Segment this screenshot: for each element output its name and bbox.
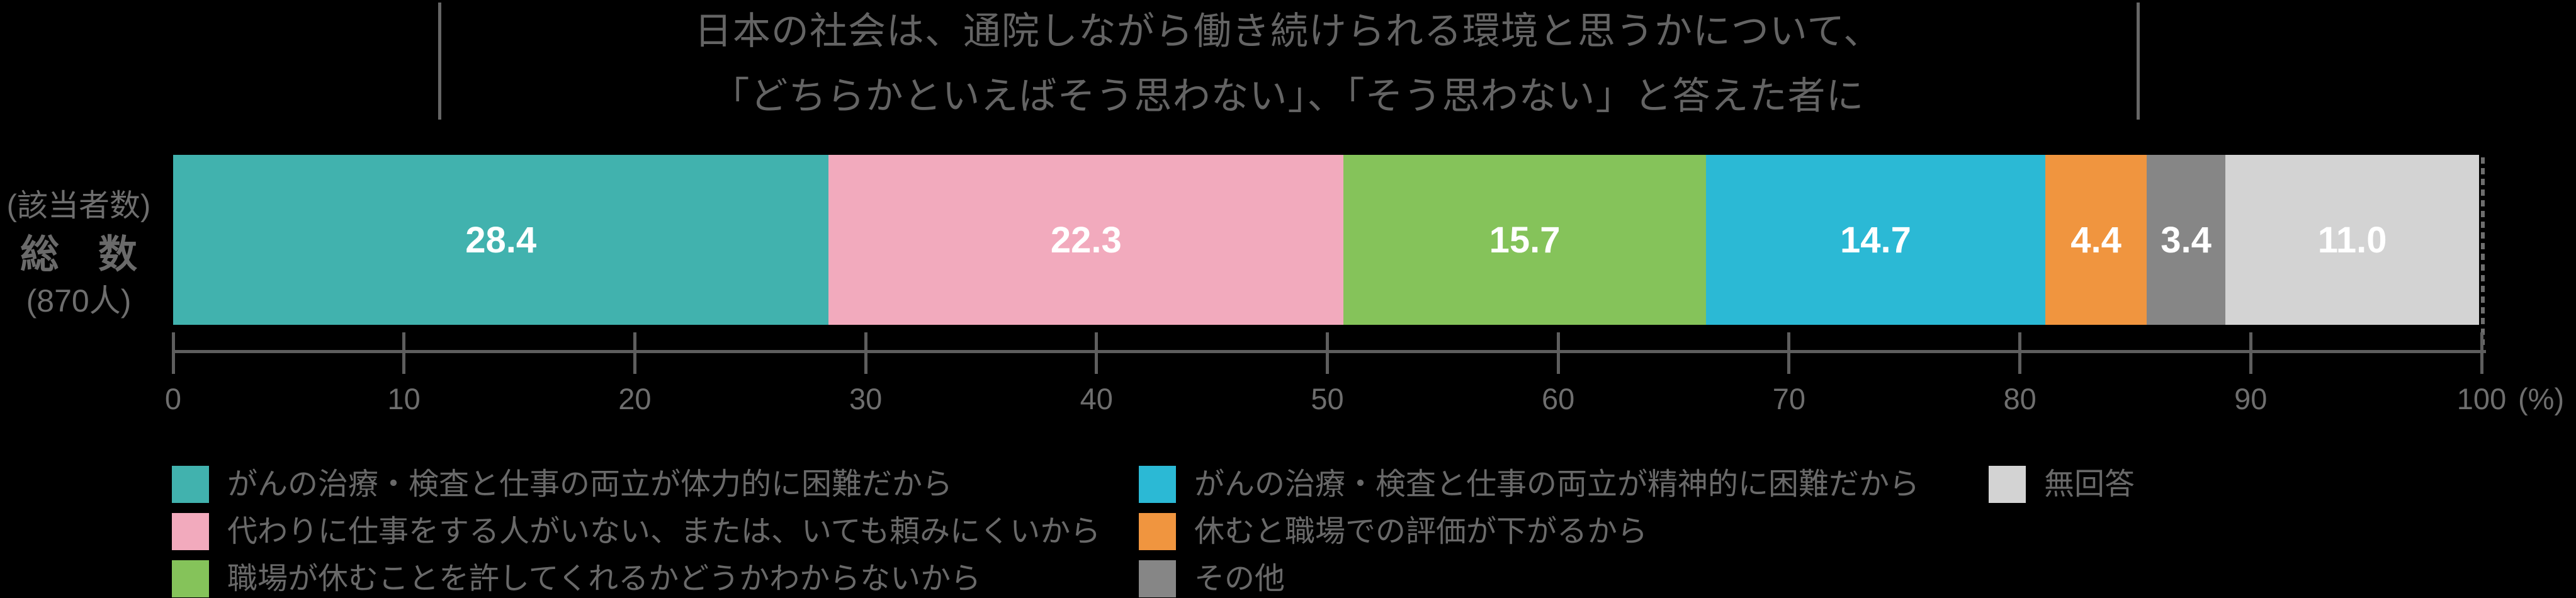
segment-value-label: 15.7 bbox=[1489, 219, 1561, 261]
segment-value-label: 3.4 bbox=[2161, 219, 2212, 261]
legend-label: 代わりに仕事をする人がいない、または、いても頼みにくいから bbox=[227, 515, 1101, 548]
segment-value-label: 11.0 bbox=[2317, 219, 2387, 261]
legend-item: がんの治療・検査と仕事の両立が精神的に困難だから bbox=[1139, 466, 1919, 503]
legend-label: 職場が休むことを許してくれるかどうかわからないから bbox=[227, 562, 981, 595]
legend-swatch-teal bbox=[172, 466, 209, 503]
stacked-bar: 28.4 22.3 15.7 14.7 4.4 3.4 11.0 bbox=[173, 155, 2480, 325]
x-axis-tick bbox=[633, 332, 636, 374]
x-axis-tick-label: 30 bbox=[849, 382, 883, 415]
x-axis-tick-label: 40 bbox=[1080, 382, 1113, 415]
x-axis-tick-label: 100 bbox=[2456, 382, 2507, 415]
legend-label: 無回答 bbox=[2044, 468, 2135, 501]
legend-swatch-lightgray bbox=[1989, 466, 2026, 503]
x-axis-tick bbox=[2480, 332, 2483, 374]
x-axis-tick-label: 70 bbox=[1772, 382, 1806, 415]
x-axis-tick-label: 10 bbox=[387, 382, 421, 415]
x-axis-tick-label: 20 bbox=[618, 382, 652, 415]
x-axis-tick-label: 80 bbox=[2003, 382, 2037, 415]
x-axis-tick-label: 50 bbox=[1311, 382, 1344, 415]
x-axis-tick-label: 90 bbox=[2234, 382, 2268, 415]
row-header-category: 総 数 bbox=[20, 233, 137, 276]
hundred-percent-guideline bbox=[2481, 157, 2485, 345]
legend-label: その他 bbox=[1194, 562, 1285, 595]
x-axis-tick bbox=[171, 332, 175, 374]
bar-segment: 4.4 bbox=[2045, 155, 2147, 325]
legend-swatch-green bbox=[172, 560, 209, 597]
x-axis-tick bbox=[864, 332, 867, 374]
bar-segment: 11.0 bbox=[2225, 155, 2480, 325]
legend-swatch-cyan bbox=[1139, 466, 1176, 503]
x-axis-tick bbox=[1095, 332, 1099, 374]
x-axis-tick bbox=[2018, 332, 2022, 374]
segment-value-label: 14.7 bbox=[1839, 219, 1911, 261]
segment-value-label: 22.3 bbox=[1050, 219, 1122, 261]
x-axis-tick bbox=[2249, 332, 2252, 374]
legend-item: がんの治療・検査と仕事の両立が体力的に困難だから bbox=[172, 466, 952, 503]
bar-segment: 28.4 bbox=[173, 155, 829, 325]
x-axis-tick bbox=[1326, 332, 1329, 374]
legend-swatch-gray bbox=[1139, 560, 1176, 597]
legend-label: 休むと職場での評価が下がるから bbox=[1194, 515, 1648, 548]
segment-value-label: 4.4 bbox=[2070, 219, 2121, 261]
legend-swatch-orange bbox=[1139, 513, 1176, 550]
title-bracket-right bbox=[2137, 3, 2140, 120]
legend-item: 無回答 bbox=[1989, 466, 2135, 503]
row-header-count: (870人) bbox=[26, 283, 132, 319]
row-header-caption: (該当者数) bbox=[6, 189, 151, 223]
x-axis-tick-label: 0 bbox=[164, 382, 182, 415]
x-axis-tick bbox=[1556, 332, 1560, 374]
legend-item: 職場が休むことを許してくれるかどうかわからないから bbox=[172, 560, 981, 597]
bar-segment: 14.7 bbox=[1705, 155, 2045, 325]
x-axis-tick bbox=[402, 332, 406, 374]
x-axis-tick bbox=[1787, 332, 1791, 374]
x-axis-unit-label: (%) bbox=[2518, 382, 2565, 415]
legend-label: がんの治療・検査と仕事の両立が体力的に困難だから bbox=[227, 468, 953, 501]
title-bracket-left bbox=[438, 3, 441, 120]
bar-segment: 3.4 bbox=[2147, 155, 2225, 325]
legend-item: 代わりに仕事をする人がいない、または、いても頼みにくいから bbox=[172, 513, 1100, 550]
legend-item: 休むと職場での評価が下がるから bbox=[1139, 513, 1647, 550]
legend-item: その他 bbox=[1139, 560, 1285, 597]
chart-title: 日本の社会は、通院しながら働き続けられる環境と思うかについて、 「どちらかといえ… bbox=[0, 0, 2576, 128]
bar-segment: 15.7 bbox=[1343, 155, 1706, 325]
legend-swatch-pink bbox=[172, 513, 209, 550]
x-axis-line bbox=[172, 350, 2486, 353]
segment-value-label: 28.4 bbox=[465, 219, 537, 261]
legend-label: がんの治療・検査と仕事の両立が精神的に困難だから bbox=[1194, 468, 1920, 501]
x-axis-tick-label: 60 bbox=[1542, 382, 1575, 415]
chart-title-line2: 「どちらかといえばそう思わない」、「そう思わない」と答えた者に bbox=[711, 75, 1865, 117]
bar-segment: 22.3 bbox=[828, 155, 1344, 325]
chart-title-line1: 日本の社会は、通院しながら働き続けられる環境と思うかについて、 bbox=[694, 10, 1882, 52]
